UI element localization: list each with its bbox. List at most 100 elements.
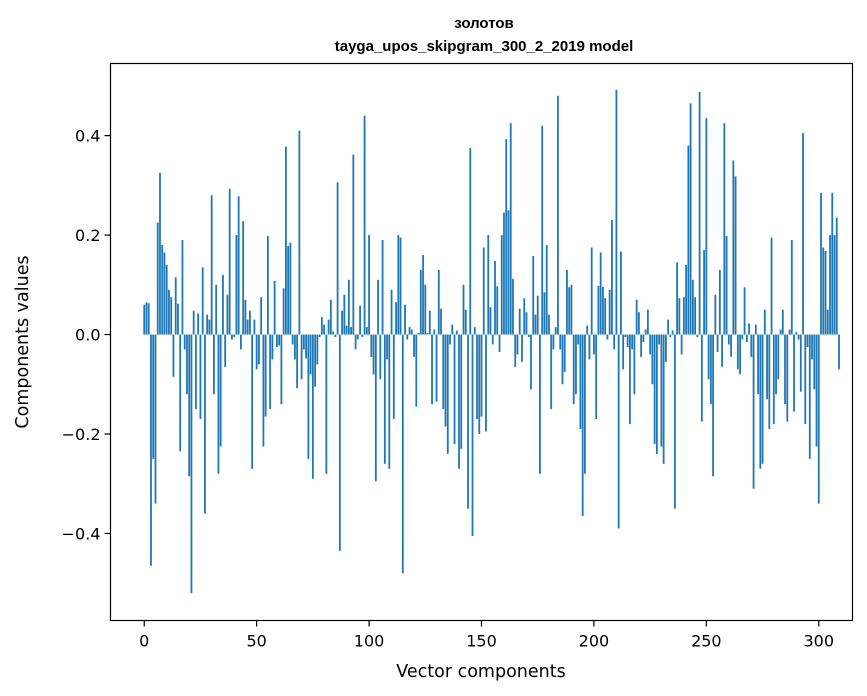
bar-141 xyxy=(460,334,463,449)
bar-203 xyxy=(599,252,602,335)
bar-246 xyxy=(696,334,699,338)
bar-217 xyxy=(631,334,634,350)
bar-292 xyxy=(799,334,802,392)
bar-243 xyxy=(689,103,692,335)
x-tick-label: 250 xyxy=(691,632,722,651)
bar-0 xyxy=(143,304,146,335)
bar-149 xyxy=(478,334,481,434)
bar-238 xyxy=(678,298,681,335)
bar-86 xyxy=(336,182,339,335)
x-axis-label: Vector components xyxy=(396,662,565,682)
bar-195 xyxy=(581,334,584,517)
bar-32 xyxy=(215,284,218,335)
bar-300 xyxy=(817,334,820,504)
x-tick-label: 50 xyxy=(246,632,266,651)
bar-144 xyxy=(467,334,469,509)
bar-18 xyxy=(183,334,186,350)
bar-112 xyxy=(395,302,397,335)
bar-295 xyxy=(806,334,809,347)
bar-104 xyxy=(377,279,379,335)
bar-39 xyxy=(231,334,233,340)
bar-56 xyxy=(269,334,272,410)
x-tick-label: 150 xyxy=(466,632,497,651)
bar-257 xyxy=(721,334,723,367)
bar-95 xyxy=(356,334,359,340)
bar-225 xyxy=(649,334,652,355)
bar-160 xyxy=(503,212,505,335)
bar-42 xyxy=(237,196,240,335)
bar-274 xyxy=(759,334,762,469)
bar-153 xyxy=(487,235,490,335)
bar-183 xyxy=(554,327,557,335)
bar-105 xyxy=(379,334,382,380)
bar-49 xyxy=(253,319,256,335)
bar-242 xyxy=(687,145,690,335)
bar-75 xyxy=(311,334,314,479)
bar-298 xyxy=(813,334,816,390)
bar-299 xyxy=(815,334,818,447)
bar-154 xyxy=(489,307,492,335)
bar-169 xyxy=(523,298,526,335)
bar-162 xyxy=(507,210,510,335)
bar-19 xyxy=(186,334,188,395)
bar-79 xyxy=(320,317,323,335)
bar-74 xyxy=(309,334,312,375)
bar-151 xyxy=(482,247,485,335)
bar-211 xyxy=(617,334,620,529)
bar-283 xyxy=(779,329,782,335)
bar-133 xyxy=(442,334,445,410)
bar-117 xyxy=(406,334,409,340)
bar-259 xyxy=(725,236,728,335)
bar-268 xyxy=(745,334,748,342)
bar-1 xyxy=(145,302,148,335)
bar-228 xyxy=(655,334,658,454)
bar-251 xyxy=(707,334,710,380)
bar-4 xyxy=(152,334,155,459)
bar-55 xyxy=(266,236,269,335)
x-tick-label: 300 xyxy=(803,632,834,651)
bar-170 xyxy=(525,312,528,335)
bar-37 xyxy=(226,294,229,335)
bar-179 xyxy=(545,245,548,335)
bar-161 xyxy=(505,139,508,335)
bar-123 xyxy=(419,269,422,335)
bar-247 xyxy=(698,91,701,335)
bar-176 xyxy=(539,334,541,474)
bar-87 xyxy=(338,334,341,551)
bar-275 xyxy=(761,334,764,464)
bar-109 xyxy=(388,334,391,469)
bar-237 xyxy=(676,262,679,335)
bar-175 xyxy=(536,295,539,335)
bar-65 xyxy=(289,242,292,335)
y-tick-label: 0.2 xyxy=(75,226,100,245)
bar-15 xyxy=(177,303,179,335)
bar-164 xyxy=(512,278,514,335)
bar-212 xyxy=(620,251,622,335)
bar-156 xyxy=(494,260,496,335)
bar-124 xyxy=(422,254,424,335)
bar-254 xyxy=(714,294,717,335)
bar-66 xyxy=(291,334,294,345)
bar-29 xyxy=(208,319,211,335)
bar-273 xyxy=(757,334,759,395)
bar-69 xyxy=(298,130,301,335)
bar-282 xyxy=(777,334,780,380)
bar-76 xyxy=(314,334,317,387)
bar-186 xyxy=(561,334,564,385)
bar-166 xyxy=(516,334,519,355)
bar-44 xyxy=(242,221,245,335)
bar-255 xyxy=(716,334,719,352)
bar-216 xyxy=(629,334,631,425)
bar-20 xyxy=(188,334,191,477)
bar-97 xyxy=(361,334,364,338)
bar-263 xyxy=(734,176,737,335)
bar-12 xyxy=(170,297,173,335)
y-tick-label: 0.0 xyxy=(75,326,100,345)
bar-249 xyxy=(703,250,705,335)
bar-187 xyxy=(563,334,566,372)
bar-25 xyxy=(199,334,202,420)
bar-302 xyxy=(822,247,825,335)
bar-240 xyxy=(682,297,685,335)
bar-258 xyxy=(723,123,726,335)
